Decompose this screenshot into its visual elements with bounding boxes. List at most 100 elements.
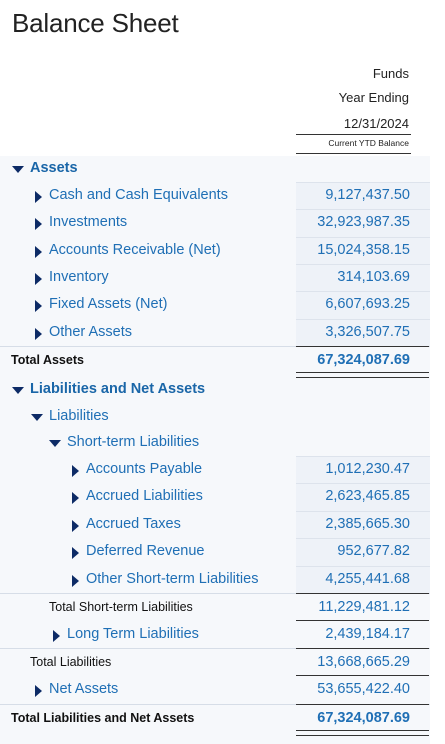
- total-short-term-row: Total Short-term Liabilities 11,229,481.…: [0, 594, 430, 621]
- account-row[interactable]: Deferred Revenue 952,677.82: [0, 538, 430, 566]
- value-cell: [296, 511, 430, 539]
- account-label[interactable]: Accounts Receivable (Net): [49, 242, 221, 258]
- account-value[interactable]: 314,103.69: [337, 269, 410, 285]
- caret-down-icon[interactable]: [49, 440, 61, 447]
- caret-right-icon[interactable]: [72, 520, 79, 532]
- caret-right-icon[interactable]: [72, 575, 79, 587]
- subtotal-rule: [296, 593, 429, 594]
- account-row[interactable]: Fixed Assets (Net) 6,607,693.25: [0, 291, 430, 319]
- subtotal-rule: [296, 675, 429, 676]
- group-short-term-label[interactable]: Short-term Liabilities: [67, 434, 200, 450]
- value-cell: [296, 566, 430, 594]
- account-row[interactable]: Accounts Receivable (Net) 15,024,358.15: [0, 237, 430, 265]
- value-cell: [296, 456, 430, 484]
- group-short-term-row[interactable]: Short-term Liabilities: [0, 429, 430, 456]
- value-cell: [296, 538, 430, 566]
- caret-right-icon[interactable]: [35, 300, 42, 312]
- account-value[interactable]: 2,439,184.17: [325, 626, 410, 642]
- account-row[interactable]: Other Assets 3,326,507.75: [0, 319, 430, 347]
- account-value[interactable]: 952,677.82: [337, 543, 410, 559]
- account-row[interactable]: Long Term Liabilities 2,439,184.17: [0, 621, 430, 648]
- caret-right-icon[interactable]: [72, 465, 79, 477]
- subtotal-rule: [296, 620, 429, 621]
- row-divider: [0, 704, 430, 705]
- account-label[interactable]: Investments: [49, 214, 128, 230]
- header-funds: Funds: [372, 66, 409, 81]
- header-year-ending: Year Ending: [338, 90, 409, 105]
- header-date: 12/31/2024: [343, 116, 409, 131]
- account-label[interactable]: Inventory: [49, 269, 109, 285]
- total-short-term-value: 11,229,481.12: [318, 599, 410, 615]
- page-title: Balance Sheet: [12, 8, 179, 38]
- account-value[interactable]: 2,385,665.30: [325, 516, 410, 532]
- caret-right-icon[interactable]: [35, 685, 42, 697]
- group-liabilities-row[interactable]: Liabilities: [0, 403, 430, 430]
- value-cell: [296, 182, 430, 210]
- total-rule-top: [296, 346, 429, 347]
- value-cell: [296, 209, 430, 237]
- total-liabilities-net-assets-label: Total Liabilities and Net Assets: [11, 711, 195, 725]
- total-assets-row: Total Assets 67,324,087.69: [0, 347, 430, 374]
- account-value[interactable]: 9,127,437.50: [325, 187, 410, 203]
- account-value[interactable]: 6,607,693.25: [325, 296, 410, 312]
- account-row[interactable]: Other Short-term Liabilities 4,255,441.6…: [0, 566, 430, 594]
- value-cell: [296, 264, 430, 292]
- caret-down-icon[interactable]: [12, 387, 24, 394]
- row-divider: [0, 346, 430, 347]
- account-value[interactable]: 32,923,987.35: [317, 214, 410, 230]
- account-value[interactable]: 53,655,422.40: [317, 681, 410, 697]
- account-label[interactable]: Net Assets: [49, 681, 119, 697]
- account-row[interactable]: Inventory 314,103.69: [0, 264, 430, 292]
- total-assets-label: Total Assets: [11, 353, 84, 367]
- account-value[interactable]: 1,012,230.47: [325, 461, 410, 477]
- account-row[interactable]: Accrued Taxes 2,385,665.30: [0, 511, 430, 539]
- caret-down-icon[interactable]: [12, 166, 24, 173]
- value-cell: [296, 291, 430, 319]
- total-double-rule: [296, 372, 429, 378]
- caret-right-icon[interactable]: [35, 191, 42, 203]
- section-liabilities-net-assets-row[interactable]: Liabilities and Net Assets: [0, 376, 430, 403]
- account-label[interactable]: Fixed Assets (Net): [49, 296, 168, 312]
- caret-right-icon[interactable]: [72, 492, 79, 504]
- account-row[interactable]: Investments 32,923,987.35: [0, 209, 430, 237]
- caret-right-icon[interactable]: [35, 218, 42, 230]
- total-liabilities-net-assets-value: 67,324,087.69: [317, 710, 410, 726]
- section-assets-label[interactable]: Assets: [30, 160, 78, 176]
- caret-right-icon[interactable]: [35, 328, 42, 340]
- total-short-term-label: Total Short-term Liabilities: [49, 600, 193, 614]
- section-liabilities-net-assets-label[interactable]: Liabilities and Net Assets: [30, 381, 206, 397]
- value-cell: [296, 237, 430, 265]
- account-row[interactable]: Net Assets 53,655,422.40: [0, 676, 430, 703]
- total-liabilities-value: 13,668,665.29: [317, 654, 410, 670]
- value-cell: [296, 483, 430, 511]
- total-double-rule: [296, 730, 429, 736]
- caret-right-icon[interactable]: [72, 547, 79, 559]
- account-label[interactable]: Deferred Revenue: [86, 543, 205, 559]
- total-liabilities-net-assets-row: Total Liabilities and Net Assets 67,324,…: [0, 705, 430, 732]
- column-label: Current YTD Balance: [328, 138, 409, 148]
- section-assets-row[interactable]: Assets: [0, 155, 430, 182]
- header-divider-bottom: [296, 153, 411, 154]
- caret-right-icon[interactable]: [35, 273, 42, 285]
- account-label[interactable]: Other Short-term Liabilities: [86, 571, 259, 587]
- caret-right-icon[interactable]: [35, 246, 42, 258]
- account-label[interactable]: Accrued Liabilities: [86, 488, 203, 504]
- account-label[interactable]: Cash and Cash Equivalents: [49, 187, 228, 203]
- account-label[interactable]: Other Assets: [49, 324, 133, 340]
- account-value[interactable]: 2,623,465.85: [325, 488, 410, 504]
- account-row[interactable]: Accounts Payable 1,012,230.47: [0, 456, 430, 484]
- account-row[interactable]: Accrued Liabilities 2,623,465.85: [0, 483, 430, 511]
- caret-right-icon[interactable]: [53, 630, 60, 642]
- account-value[interactable]: 4,255,441.68: [325, 571, 410, 587]
- account-value[interactable]: 15,024,358.15: [317, 242, 410, 258]
- caret-down-icon[interactable]: [31, 414, 43, 421]
- total-liabilities-label: Total Liabilities: [30, 655, 112, 669]
- account-row[interactable]: Cash and Cash Equivalents 9,127,437.50: [0, 182, 430, 210]
- total-liabilities-row: Total Liabilities 13,668,665.29: [0, 649, 430, 676]
- account-value[interactable]: 3,326,507.75: [325, 324, 410, 340]
- account-label[interactable]: Long Term Liabilities: [67, 626, 199, 642]
- account-label[interactable]: Accounts Payable: [86, 461, 203, 477]
- account-label[interactable]: Accrued Taxes: [86, 516, 181, 532]
- row-divider: [0, 593, 430, 594]
- group-liabilities-label[interactable]: Liabilities: [49, 408, 109, 424]
